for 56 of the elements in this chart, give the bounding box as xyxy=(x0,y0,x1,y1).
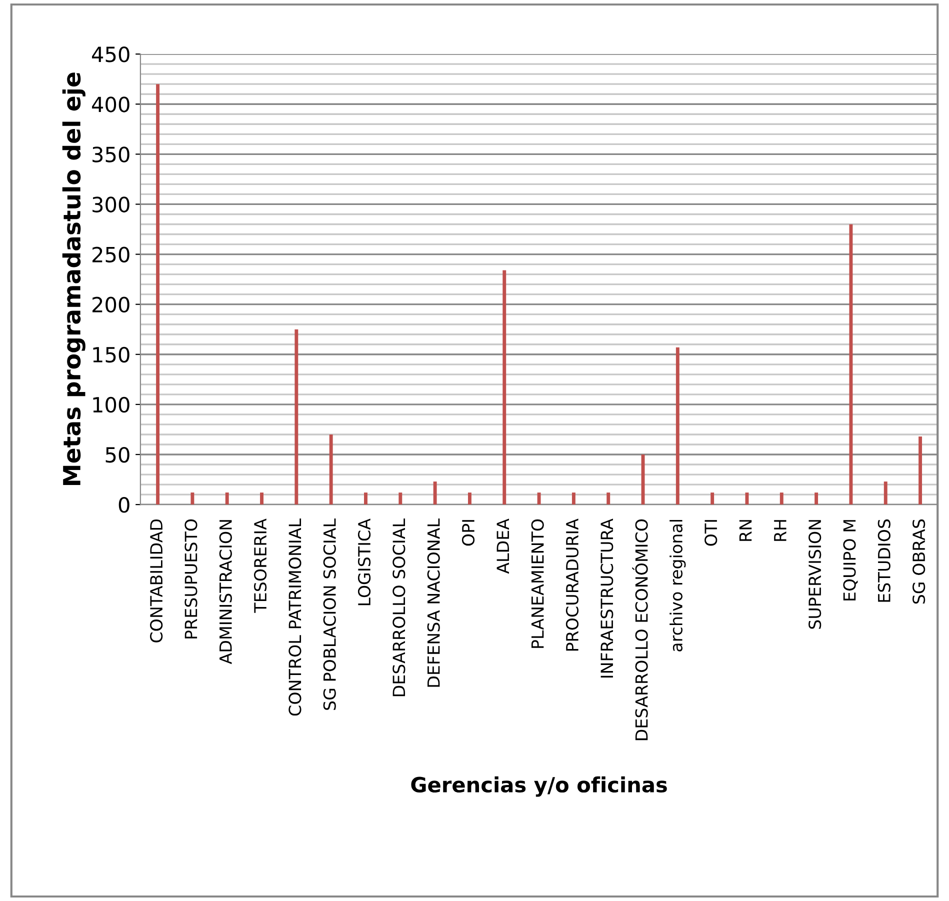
y-tick-label: 50 xyxy=(106,446,130,463)
x-tick-label: archivo regional xyxy=(670,520,686,652)
y-tick-label: 200 xyxy=(92,296,130,313)
x-tick-label: INFRAESTRUCTURA xyxy=(600,518,614,678)
bar xyxy=(294,329,298,505)
x-tick-label: PRESUPUESTO xyxy=(184,519,198,638)
x-tick-label: ADMINISTRACION xyxy=(219,520,232,664)
x-tick-label: CONTROL PATRIMONIAL xyxy=(288,518,302,716)
bar xyxy=(710,492,714,505)
x-tick-label: PLANEAMIENTO xyxy=(531,519,544,648)
y-tick-label: 100 xyxy=(93,396,130,413)
bar xyxy=(849,224,853,505)
x-tick-label: DESARROLLO ECONÓMICO xyxy=(632,519,648,740)
x-tick-label: ESTUDIOS xyxy=(878,519,890,602)
x-tick-label: CONTABILIDAD xyxy=(150,519,163,642)
x-tick-label: TESORERIA xyxy=(254,518,267,613)
bar xyxy=(884,482,888,505)
x-tick-label: OTI xyxy=(704,520,718,546)
bar xyxy=(572,492,576,505)
bar xyxy=(190,492,194,505)
bar xyxy=(814,492,818,505)
x-tick-label: SUPERVISION xyxy=(808,520,822,629)
y-tick-label: 400 xyxy=(92,96,130,112)
bar xyxy=(918,436,922,505)
y-tick-label: 150 xyxy=(93,346,130,363)
bar xyxy=(156,84,160,505)
bar xyxy=(398,492,402,505)
bar xyxy=(780,492,784,505)
x-tick-label: OPI xyxy=(462,520,475,546)
bar xyxy=(260,492,264,505)
bar xyxy=(225,492,229,505)
bar xyxy=(676,347,680,505)
bar xyxy=(606,492,610,505)
bar xyxy=(502,270,506,505)
y-tick-label: 450 xyxy=(92,46,130,62)
y-axis-title: Metas programadastulo del eje xyxy=(62,72,86,485)
x-tick-label: PROCURADURIA xyxy=(566,518,579,651)
x-tick-label: DESARROLLO SOCIAL xyxy=(392,518,406,696)
x-tick-label: EQUIPO M xyxy=(843,520,858,600)
y-tick-label: 350 xyxy=(92,146,130,162)
bar xyxy=(433,482,437,505)
x-tick-label: SG OBRAS xyxy=(912,519,926,604)
bar xyxy=(537,492,541,505)
x-tick-label: SG POBLACION SOCIAL xyxy=(323,518,336,710)
x-tick-label: RN xyxy=(739,520,752,541)
y-tick-label: 300 xyxy=(92,196,130,212)
x-tick-label: RH xyxy=(774,520,786,541)
x-tick-label: ALDEA xyxy=(496,518,509,574)
bar xyxy=(468,492,472,505)
y-tick-label: 0 xyxy=(118,497,130,513)
bar xyxy=(364,492,368,505)
y-tick-label: 250 xyxy=(92,246,130,262)
x-axis-title: Gerencias y/o oficinas xyxy=(411,776,667,797)
bar xyxy=(329,434,333,505)
x-tick-label: LOGISTICA xyxy=(358,518,371,606)
x-tick-label: DEFENSA NACIONAL xyxy=(427,518,440,687)
